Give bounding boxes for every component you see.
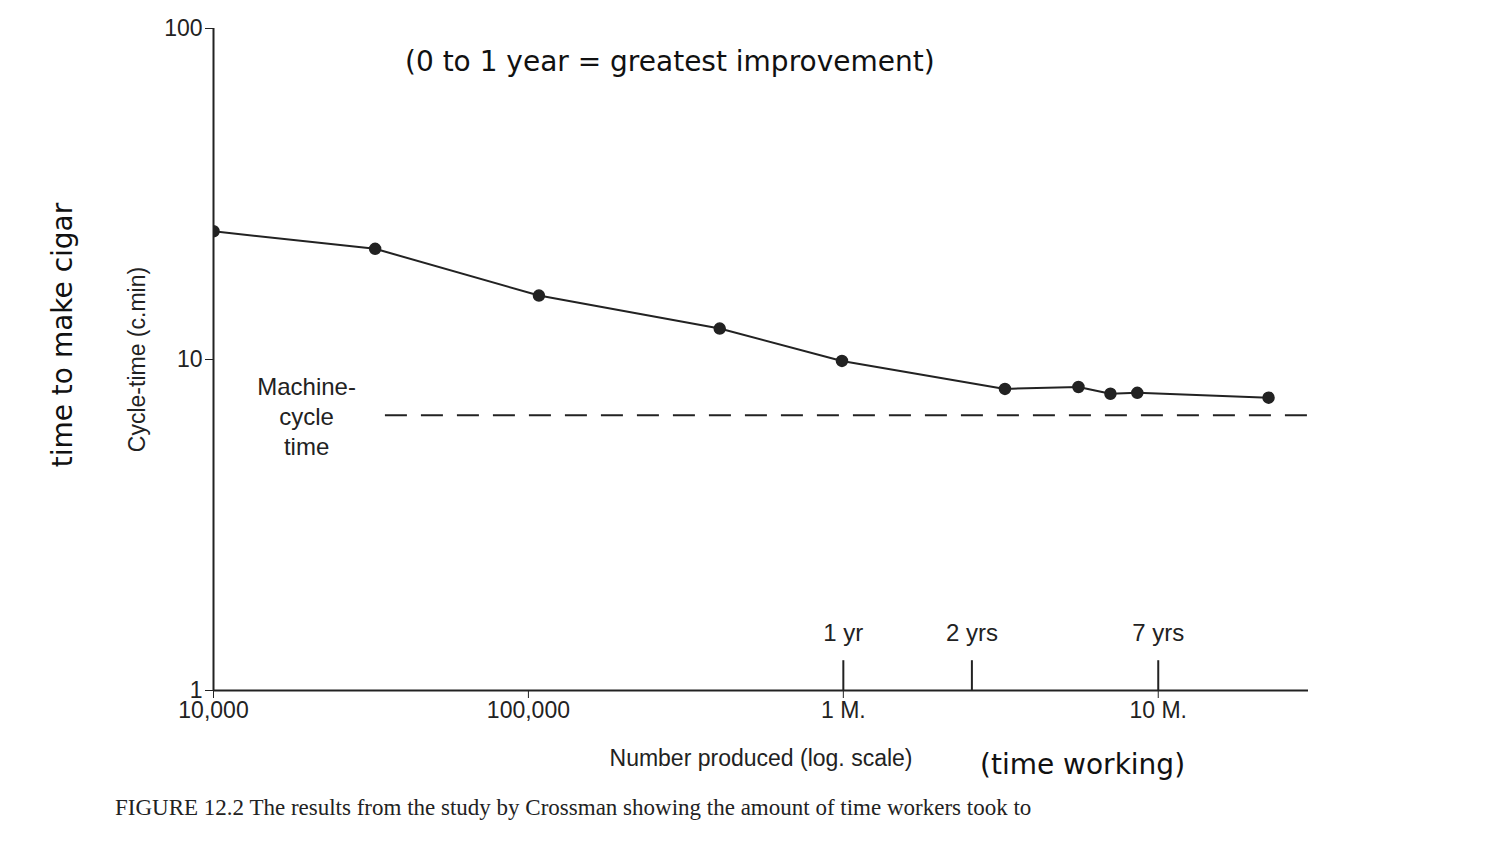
svg-text:100: 100	[164, 15, 202, 41]
svg-text:10 M.: 10 M.	[1129, 697, 1187, 723]
svg-text:1 yr: 1 yr	[823, 619, 863, 646]
svg-text:1: 1	[189, 676, 203, 703]
svg-text:100,000: 100,000	[487, 697, 570, 723]
svg-text:10,000: 10,000	[178, 697, 248, 723]
svg-text:1 M.: 1 M.	[821, 697, 866, 723]
svg-text:2 yrs: 2 yrs	[946, 619, 998, 646]
html-text:(0 to 1 year = greatest improv: (0 to 1 year = greatest improvement)	[405, 45, 935, 78]
html-text:time to make cigar: time to make cigar	[45, 202, 79, 468]
svg-text:Number produced (log. scale): Number produced (log. scale)	[610, 745, 913, 771]
svg-text:7 yrs: 7 yrs	[1132, 619, 1184, 646]
svg-text:Cycle-time (c.min): Cycle-time (c.min)	[124, 267, 150, 452]
html-text:(time working): (time working)	[980, 748, 1186, 781]
html-text:FIGURE 12.2 The results from t: FIGURE 12.2 The results from the study b…	[115, 795, 1032, 820]
svg-text:Machine-cycletime: Machine-cycletime	[257, 373, 356, 460]
svg-text:10: 10	[177, 346, 203, 372]
